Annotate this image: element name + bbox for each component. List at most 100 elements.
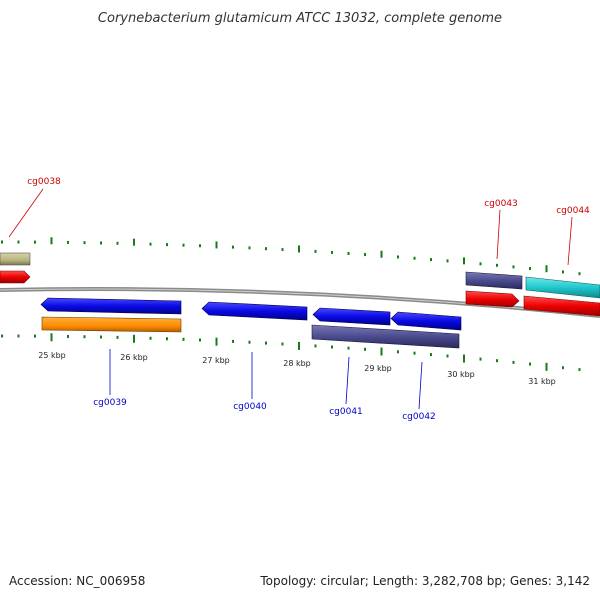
tick-mark: [67, 240, 69, 244]
tick-mark: [215, 337, 218, 346]
gene-label-cg0042[interactable]: cg0042: [402, 412, 436, 422]
tick-mark: [298, 245, 300, 253]
tick-mark: [100, 335, 102, 339]
gene-cg0039-cds[interactable]: [40, 297, 182, 315]
tick-mark: [413, 351, 416, 355]
tick-mark: [199, 338, 201, 342]
tick-mark: [446, 259, 449, 263]
tick-mark: [347, 346, 350, 350]
leader-cg0042: [418, 361, 423, 410]
tick-mark: [182, 337, 185, 341]
gene-cg0044-feature[interactable]: [525, 276, 600, 299]
tick-mark: [562, 270, 564, 274]
tick-mark: [380, 250, 383, 258]
tick-mark: [182, 243, 185, 247]
tick-mark: [133, 334, 135, 343]
tick-mark: [578, 368, 581, 372]
tick-mark: [232, 245, 234, 249]
tick-mark: [166, 337, 168, 341]
tick-mark: [166, 243, 168, 247]
outer-tick-row: [1, 237, 581, 276]
tick-mark: [17, 334, 20, 338]
tick-mark: [116, 241, 119, 245]
gene-cg0043-cds[interactable]: [465, 290, 520, 308]
kbp-label: 28 kbp: [283, 359, 311, 368]
tick-mark: [50, 237, 53, 245]
gene-label-cg0040[interactable]: cg0040: [233, 402, 267, 412]
tick-mark: [446, 354, 449, 358]
tick-mark: [463, 257, 465, 265]
tick-mark: [512, 360, 515, 364]
tick-mark: [413, 256, 416, 260]
tick-mark: [215, 241, 218, 249]
tick-mark: [463, 354, 465, 363]
tick-mark: [578, 272, 581, 276]
gene-cg0041-feature[interactable]: [311, 324, 460, 349]
accession-text: Accession: NC_006958: [9, 574, 146, 588]
tick-mark: [1, 240, 3, 244]
tick-mark: [281, 248, 284, 252]
gene-cg0041-cds[interactable]: [312, 307, 391, 326]
tick-mark: [397, 350, 399, 354]
gene-label-cg0039[interactable]: cg0039: [93, 398, 127, 408]
tick-mark: [562, 366, 564, 370]
tick-mark: [83, 241, 86, 245]
gene-label-cg0044[interactable]: cg0044: [556, 206, 590, 216]
tick-mark: [298, 341, 300, 350]
tick-mark: [248, 246, 251, 250]
tick-mark: [545, 362, 548, 371]
tick-mark: [380, 347, 383, 356]
tick-mark: [397, 255, 399, 259]
tick-mark: [496, 359, 498, 363]
kbp-label: 29 kbp: [364, 364, 392, 373]
tick-mark: [479, 357, 482, 361]
tick-mark: [512, 265, 515, 269]
tick-mark: [265, 341, 267, 345]
tick-mark: [116, 335, 119, 339]
tick-mark: [314, 249, 317, 253]
gene-label-cg0041[interactable]: cg0041: [329, 407, 363, 417]
gene-cg0039-feature[interactable]: [41, 316, 182, 333]
leader-cg0038: [8, 188, 44, 238]
tick-mark: [232, 339, 234, 343]
tick-mark: [133, 238, 135, 246]
tick-mark: [248, 340, 251, 344]
tick-mark: [529, 362, 531, 366]
tick-mark: [496, 263, 498, 267]
tick-mark: [430, 353, 432, 357]
gene-cg0040-cds[interactable]: [201, 301, 308, 321]
tick-mark: [331, 345, 333, 349]
gene-cg0038-feature[interactable]: [0, 252, 31, 266]
topology-text: Topology: circular; Length: 3,282,708 bp…: [260, 574, 590, 588]
tick-mark: [364, 347, 366, 351]
gene-cg0042-cds[interactable]: [390, 311, 462, 331]
kbp-label: 26 kbp: [120, 353, 148, 362]
tick-mark: [67, 334, 69, 338]
tick-mark: [314, 344, 317, 348]
leader-cg0043: [496, 209, 501, 260]
tick-mark: [364, 253, 366, 257]
tick-mark: [347, 251, 350, 255]
kbp-label: 27 kbp: [202, 356, 230, 365]
tick-mark: [265, 247, 267, 251]
tick-mark: [281, 342, 284, 346]
tick-mark: [149, 242, 152, 246]
tick-mark: [34, 240, 36, 244]
gene-label-cg0043[interactable]: cg0043: [484, 199, 518, 209]
tick-mark: [149, 336, 152, 340]
map-title: Corynebacterium glutamicum ATCC 13032, c…: [98, 11, 502, 26]
tick-mark: [17, 240, 20, 244]
gene-label-cg0038[interactable]: cg0038: [27, 177, 61, 187]
gene-cg0038-cds[interactable]: [0, 270, 31, 284]
leader-cg0041: [345, 356, 350, 405]
tick-mark: [545, 265, 548, 273]
gene-cg0044-cds[interactable]: [523, 295, 600, 317]
inner-tick-row: [1, 333, 581, 372]
tick-mark: [83, 335, 86, 339]
tick-mark: [331, 250, 333, 254]
tick-mark: [529, 267, 531, 271]
gene-cg0043-feature[interactable]: [465, 271, 523, 290]
tick-mark: [479, 262, 482, 266]
leader-cg0044: [567, 216, 573, 266]
